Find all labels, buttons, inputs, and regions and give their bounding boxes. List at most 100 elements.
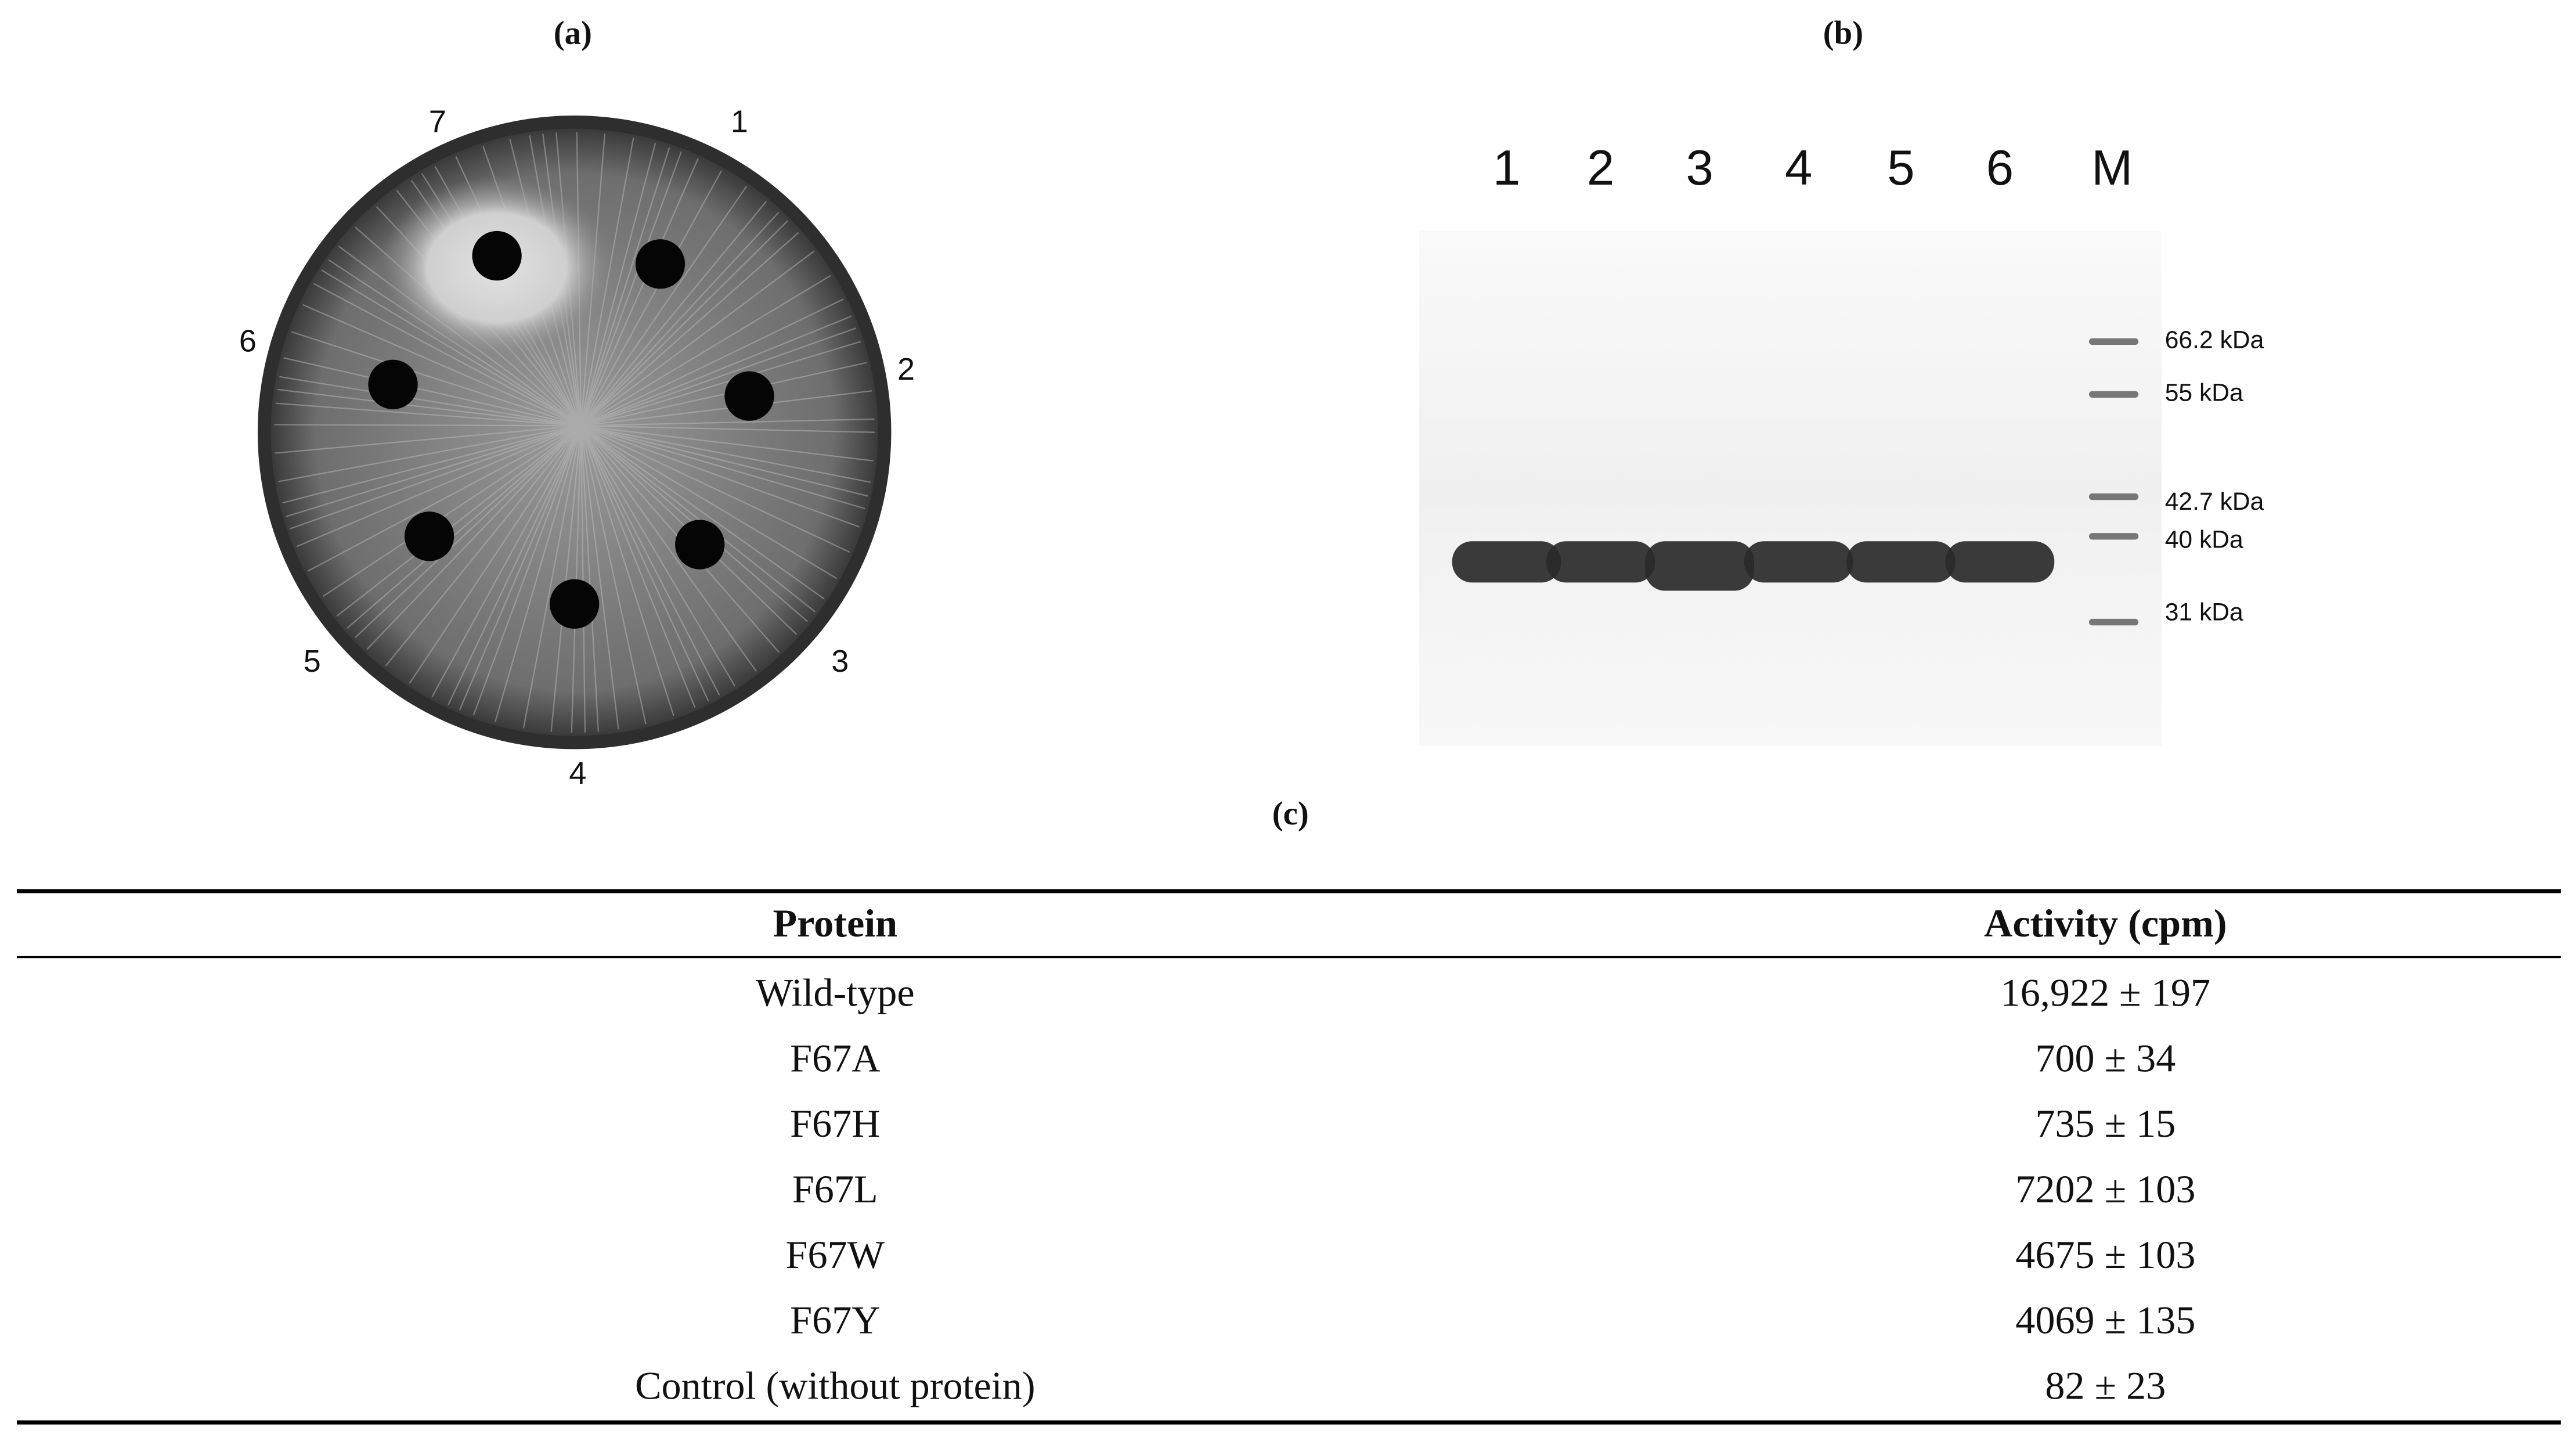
streak <box>580 232 799 427</box>
streak <box>580 158 699 426</box>
streak <box>580 425 709 702</box>
streak <box>431 425 582 697</box>
streak <box>580 315 852 427</box>
table-cell: F67L <box>792 1167 878 1211</box>
streak <box>282 425 582 504</box>
well <box>550 579 600 629</box>
marker-label: 55 kDa <box>2165 379 2243 407</box>
well-label: 2 <box>897 352 915 387</box>
marker-label: 66.2 kDa <box>2165 326 2264 354</box>
well-label: 4 <box>569 756 586 791</box>
table-cell: 735 ± 15 <box>2035 1101 2175 1145</box>
streak <box>580 147 670 426</box>
table-cell: F67A <box>790 1036 880 1080</box>
streak <box>308 425 582 572</box>
streak <box>580 426 619 730</box>
panel-label: (c) <box>1272 795 1309 832</box>
table-cell: 4069 ± 135 <box>2015 1298 2195 1342</box>
panel-label: (a) <box>554 15 592 52</box>
streak <box>296 425 582 547</box>
marker-band <box>2088 533 2139 540</box>
lane-label: M <box>2091 140 2133 196</box>
marker-band <box>2088 493 2139 500</box>
streak <box>580 425 816 612</box>
well <box>368 359 418 409</box>
streak <box>494 426 582 722</box>
lane-label: 3 <box>1686 140 1713 196</box>
protein-band <box>1452 541 1561 583</box>
protein-band <box>1744 541 1853 583</box>
marker-label: 40 kDa <box>2165 526 2243 554</box>
streak <box>550 426 582 732</box>
streak <box>580 425 696 708</box>
streak <box>580 211 780 427</box>
table-cell: F67H <box>790 1101 880 1145</box>
lane-label: 1 <box>1493 140 1520 196</box>
streak <box>580 425 874 462</box>
streak <box>409 425 582 684</box>
streak <box>283 357 582 427</box>
streak <box>580 143 656 426</box>
streak <box>459 425 582 711</box>
well-label: 7 <box>429 104 446 139</box>
streak <box>580 426 586 733</box>
streak <box>580 341 861 427</box>
streak <box>274 424 582 427</box>
streak <box>522 426 582 729</box>
streak <box>322 425 582 597</box>
streak <box>580 298 844 427</box>
column-header: Protein <box>773 901 897 945</box>
marker-band <box>2088 391 2139 398</box>
streak <box>580 425 825 600</box>
streak <box>580 275 831 427</box>
streak <box>279 376 582 427</box>
streak <box>581 425 875 433</box>
table-cell: 7202 ± 103 <box>2015 1167 2195 1211</box>
streak <box>580 425 871 483</box>
protein-band <box>1546 541 1655 583</box>
streak <box>302 304 582 427</box>
streak <box>580 426 599 732</box>
protein-band <box>1645 541 1754 591</box>
streak <box>472 425 582 716</box>
streak <box>286 425 582 517</box>
well-label: 6 <box>239 323 257 358</box>
protein-band <box>1846 541 1956 583</box>
table-cell: 4675 ± 103 <box>2015 1233 2195 1277</box>
streak <box>580 425 838 579</box>
agar-plate: 1 2 3 4 5 6 7 <box>239 104 915 791</box>
streak <box>448 425 582 705</box>
table-cell: Control (without protein) <box>635 1363 1036 1407</box>
streak <box>290 425 582 529</box>
streak <box>366 425 582 650</box>
streak <box>580 426 647 725</box>
streak <box>278 425 582 482</box>
streak <box>580 425 674 716</box>
streak <box>580 201 767 427</box>
streak <box>580 425 736 687</box>
streak <box>580 425 757 672</box>
streak <box>580 170 723 426</box>
table-cell: 16,922 ± 197 <box>2001 970 2210 1014</box>
well <box>472 230 522 281</box>
streak <box>336 425 582 617</box>
table-cell: 82 ± 23 <box>2045 1363 2166 1407</box>
streak <box>581 418 875 427</box>
streak <box>291 331 582 427</box>
streak <box>580 425 860 528</box>
streak <box>580 425 850 553</box>
lane-label: 6 <box>1986 140 2014 196</box>
panel-label: (b) <box>1823 15 1863 52</box>
streak <box>580 220 788 427</box>
streak <box>580 390 872 427</box>
well <box>675 520 725 570</box>
column-header: Activity (cpm) <box>1984 901 2227 945</box>
well-label: 3 <box>831 644 849 679</box>
marker-label: 31 kDa <box>2165 599 2243 626</box>
well <box>635 239 686 289</box>
marker-label: 42.7 kDa <box>2165 488 2264 516</box>
table-cell: 700 ± 34 <box>2035 1036 2175 1080</box>
table-cell: F67Y <box>790 1298 880 1342</box>
streak <box>580 186 748 426</box>
